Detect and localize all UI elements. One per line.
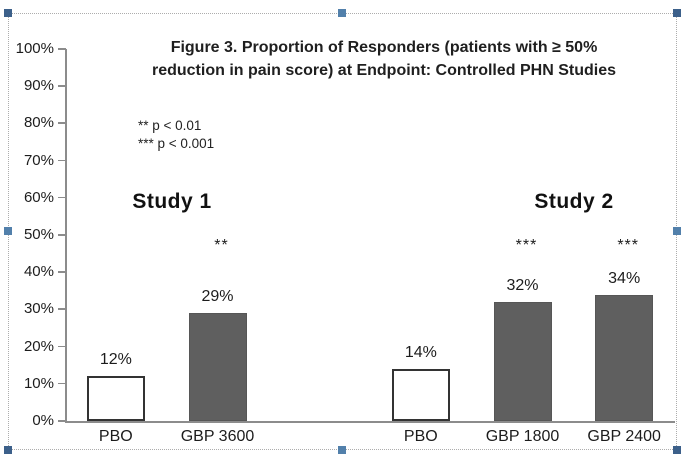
bar-value-label: 12% [99,351,132,369]
significance-marker: *** [617,237,639,254]
y-tick [58,420,66,422]
chart-title-line-2: reduction in pain score) at Endpoint: Co… [151,62,616,79]
x-tick-label: GBP 3600 [180,428,255,445]
y-tick [58,345,66,348]
bar [86,376,145,421]
y-tick [58,48,66,50]
bar-value-label: 29% [201,288,234,306]
y-tick [58,234,66,236]
y-tick [58,271,66,273]
y-tick-label: 50% [23,226,54,243]
significance-legend: ** p < 0.01 *** p < 0.001 [138,117,214,153]
y-tick [58,196,66,199]
y-tick-label: 80% [23,114,54,132]
bar-value-label: 34% [608,269,641,287]
y-tick-label: 0% [32,412,54,429]
y-tick-label: 70% [23,151,54,169]
x-tick-label: GBP 1800 [485,428,560,445]
x-tick-label: PBO [98,428,133,445]
resize-handle-top-left[interactable] [4,9,12,17]
chart-title-line-1: Figure 3. Proportion of Responders (pati… [170,39,598,56]
resize-handle-middle-left[interactable] [4,227,12,235]
y-tick [58,382,66,385]
chart-title: Figure 3. Proportion of Responders (pati… [84,36,684,82]
y-tick [58,308,66,310]
resize-handle-middle-right[interactable] [673,227,681,235]
significance-marker: ** [214,237,229,254]
y-tick-label: 90% [23,77,54,95]
bar [188,313,247,421]
y-tick-label: 60% [23,188,54,206]
x-tick-label: PBO [403,428,438,445]
bar [595,294,654,421]
bar [493,301,552,421]
chart-image[interactable]: Figure 3. Proportion of Responders (pati… [9,14,676,449]
y-tick [58,122,66,124]
group-label-study-1: Study 1 [132,190,212,213]
bar-value-label: 32% [506,276,539,294]
x-tick-label: GBP 2400 [587,428,661,445]
x-axis-line [65,421,675,423]
y-tick-label: 40% [23,263,54,281]
resize-handle-top-middle[interactable] [338,9,346,17]
y-tick-label: 30% [23,300,54,318]
significance-legend-line-1: ** p < 0.01 [138,118,202,133]
y-tick [58,85,66,87]
bar [391,368,450,421]
resize-handle-bottom-middle[interactable] [338,446,346,454]
bar-value-label: 14% [404,343,437,361]
selection-border [8,13,677,450]
resize-handle-bottom-left[interactable] [4,446,12,454]
y-tick-label: 20% [23,337,54,355]
group-label-study-2: Study 2 [534,190,614,213]
y-tick-label: 100% [15,40,54,57]
resize-handle-top-right[interactable] [673,9,681,17]
resize-handle-bottom-right[interactable] [673,446,681,454]
y-tick [58,159,66,162]
significance-marker: *** [515,237,538,254]
significance-legend-line-2: *** p < 0.001 [138,136,215,151]
y-tick-label: 10% [23,374,54,392]
